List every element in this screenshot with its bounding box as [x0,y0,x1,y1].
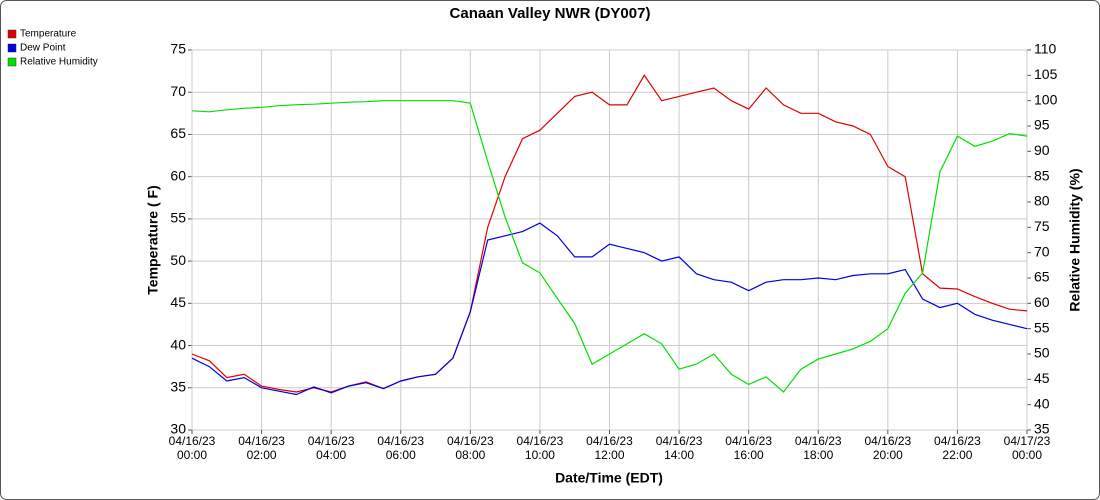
y2-tick-label: 100 [1034,91,1058,107]
y-tick-label: 70 [170,83,186,99]
y-tick-label: 60 [170,167,186,183]
x-tick-label: 04/16/23 16:00 [725,434,772,462]
x-axis-title: Date/Time (EDT) [555,470,663,486]
y2-tick-label: 55 [1034,319,1050,335]
y2-tick-label: 95 [1034,117,1050,133]
x-tick-label: 04/16/23 20:00 [864,434,911,462]
y-tick-label: 35 [170,378,186,394]
y-tick-label: 65 [170,125,186,141]
series-line [191,100,1028,393]
y2-tick-label: 85 [1034,167,1050,183]
legend-swatch [7,43,17,53]
series-line [191,74,1028,393]
legend-label: Dew Point [20,43,66,54]
y2-tick-label: 80 [1034,193,1050,209]
legend-label: Temperature [20,29,77,40]
y2-tick-label: 50 [1034,345,1050,361]
y2-tick-label: 45 [1034,370,1050,386]
y2-tick-label: 105 [1034,66,1058,82]
x-tick-label: 04/16/23 12:00 [586,434,633,462]
y-tick-label: 45 [170,294,186,310]
y2-tick-label: 65 [1034,269,1050,285]
y-tick-label: 40 [170,336,186,352]
y2-tick-label: 110 [1034,41,1057,57]
x-tick-label: 04/16/23 00:00 [169,434,216,462]
chart-title: Canaan Valley NWR (DY007) [450,5,651,22]
y2-axis-title: Relative Humidity (%) [1067,168,1083,311]
x-tick-label: 04/16/23 18:00 [795,434,842,462]
y-tick-label: 55 [170,210,186,226]
legend-swatch [7,57,17,67]
x-tick-label: 04/16/23 22:00 [934,434,981,462]
x-tick-label: 04/16/23 14:00 [656,434,703,462]
y2-tick-label: 35 [1034,421,1050,437]
y2-tick-label: 60 [1034,294,1050,310]
legend-swatch [7,29,17,39]
y2-tick-label: 90 [1034,142,1050,158]
x-tick-label: 04/16/23 02:00 [238,434,285,462]
y-tick-label: 30 [170,421,186,437]
y2-tick-label: 75 [1034,218,1050,234]
series-line [191,222,1028,396]
x-tick-label: 04/17/23 00:00 [1004,434,1051,462]
y-axis-title: Temperature ( F) [145,185,161,294]
y-tick-label: 50 [170,252,186,268]
x-tick-label: 04/16/23 06:00 [377,434,424,462]
x-tick-label: 04/16/23 10:00 [517,434,564,462]
y2-tick-label: 40 [1034,395,1050,411]
y2-tick-label: 70 [1034,243,1050,259]
x-tick-label: 04/16/23 04:00 [308,434,355,462]
legend-label: Relative Humidity [20,57,98,68]
x-tick-label: 04/16/23 08:00 [447,434,494,462]
y-tick-label: 75 [170,41,186,57]
